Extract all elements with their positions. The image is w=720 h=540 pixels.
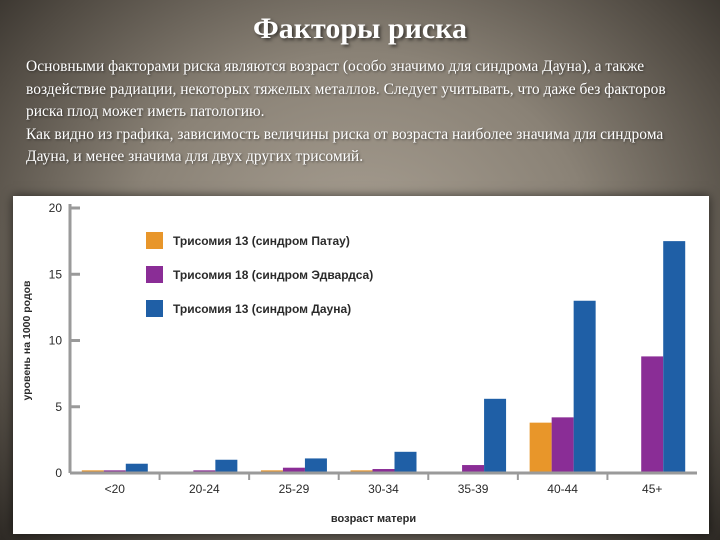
bar — [125, 463, 148, 472]
legend-swatch — [146, 300, 163, 317]
x-axis-title: возраст матери — [331, 513, 416, 525]
bar — [193, 470, 216, 472]
legend-label: Трисомия 18 (синдром Эдвардса) — [173, 268, 373, 282]
legend-label: Трисомия 13 (синдром Дауна) — [173, 302, 351, 316]
slide-body-text: Основными факторами риска являются возра… — [26, 56, 698, 169]
bar — [282, 467, 305, 472]
legend-swatch — [146, 266, 163, 283]
bar — [81, 470, 104, 472]
bar — [215, 459, 238, 472]
legend-label: Трисомия 13 (синдром Патау) — [173, 234, 350, 248]
body-paragraph-2: Как видно из графика, зависимость величи… — [26, 125, 664, 166]
bar — [641, 356, 664, 472]
bar — [372, 469, 395, 472]
slide-title: Факторы риска — [252, 12, 468, 45]
y-tick-label: 15 — [49, 267, 63, 281]
x-tick-label: 45+ — [642, 482, 662, 496]
x-tick-label: <20 — [105, 482, 126, 496]
chart-panel: 0 5 10 15 20 <20 20-24 25-29 30-34 35-39 40-44 45+ Т… — [13, 196, 709, 534]
body-paragraph-1: Основными факторами риска являются возра… — [26, 58, 666, 120]
bar — [551, 417, 574, 472]
risk-by-age-bar-chart: 0 5 10 15 20 <20 20-24 25-29 30-34 35-39 40-44 45+ Т… — [21, 201, 697, 525]
bar — [304, 458, 327, 472]
bar — [663, 241, 686, 472]
y-tick-label: 5 — [55, 400, 62, 414]
x-tick-label: 40-44 — [547, 482, 578, 496]
bar — [394, 451, 417, 472]
bar — [462, 465, 485, 472]
bar — [573, 300, 596, 472]
bar — [484, 398, 507, 472]
bar — [103, 470, 126, 472]
y-tick-label: 10 — [49, 334, 63, 348]
bar — [350, 470, 373, 472]
x-tick-label: 20-24 — [189, 482, 220, 496]
y-tick-label: 20 — [49, 201, 63, 215]
x-tick-label: 25-29 — [279, 482, 310, 496]
x-tick-label: 30-34 — [368, 482, 399, 496]
bar — [260, 470, 283, 472]
bar — [529, 422, 552, 472]
y-tick-label: 0 — [55, 466, 62, 480]
legend-swatch — [146, 232, 163, 249]
y-axis-title: уровень на 1000 родов — [21, 280, 33, 401]
x-tick-label: 35-39 — [458, 482, 489, 496]
